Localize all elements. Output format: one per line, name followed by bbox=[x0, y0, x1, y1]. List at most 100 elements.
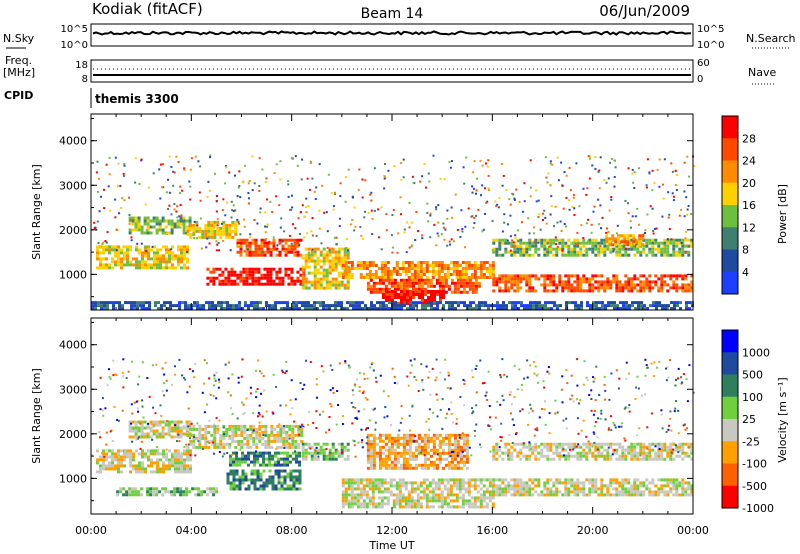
range-cell bbox=[522, 445, 526, 449]
range-cell bbox=[449, 166, 452, 169]
range-cell bbox=[371, 233, 374, 236]
range-cell bbox=[234, 209, 237, 212]
range-cell bbox=[414, 457, 418, 461]
range-cell bbox=[240, 427, 244, 431]
range-cell bbox=[246, 442, 250, 446]
range-cell bbox=[496, 307, 499, 311]
range-cell bbox=[134, 435, 138, 439]
range-cell bbox=[418, 290, 421, 293]
range-cell bbox=[398, 484, 402, 488]
range-cell bbox=[495, 205, 498, 208]
range-cell bbox=[413, 487, 417, 491]
range-cell bbox=[588, 490, 592, 494]
range-cell bbox=[325, 280, 329, 284]
range-cell bbox=[398, 273, 402, 276]
range-cell bbox=[291, 445, 295, 449]
range-cell bbox=[179, 192, 181, 195]
range-cell bbox=[669, 253, 673, 257]
range-cell bbox=[377, 496, 381, 500]
range-cell bbox=[416, 493, 420, 497]
range-cell bbox=[102, 245, 105, 249]
range-cell bbox=[408, 451, 412, 455]
range-cell bbox=[234, 439, 238, 443]
range-cell bbox=[627, 247, 631, 251]
range-cell bbox=[218, 279, 222, 283]
range-cell bbox=[253, 219, 256, 221]
range-cell bbox=[605, 240, 609, 244]
range-cell bbox=[378, 460, 382, 464]
range-cell bbox=[678, 238, 682, 242]
range-cell bbox=[274, 472, 278, 476]
range-cell bbox=[310, 259, 314, 263]
range-cell bbox=[556, 156, 559, 159]
range-cell bbox=[280, 463, 283, 467]
range-cell bbox=[408, 284, 412, 288]
range-cell bbox=[681, 286, 685, 290]
range-cell bbox=[405, 281, 409, 285]
range-cell bbox=[593, 205, 596, 208]
range-cell bbox=[621, 247, 625, 251]
range-cell bbox=[573, 442, 577, 446]
range-cell bbox=[603, 454, 607, 458]
range-cell bbox=[462, 278, 466, 282]
range-cell bbox=[528, 445, 532, 449]
range-cell bbox=[648, 171, 651, 174]
range-cell bbox=[642, 289, 646, 293]
range-cell bbox=[361, 237, 364, 240]
range-cell bbox=[417, 442, 421, 446]
range-cell bbox=[108, 455, 111, 459]
range-cell bbox=[543, 442, 547, 446]
range-cell bbox=[564, 493, 568, 497]
range-cell bbox=[479, 502, 483, 506]
range-cell bbox=[147, 186, 150, 189]
range-cell bbox=[284, 238, 288, 242]
range-cell bbox=[275, 282, 279, 286]
range-cell bbox=[310, 160, 312, 163]
range-cell bbox=[147, 251, 150, 255]
range-cell bbox=[328, 271, 332, 275]
range-cell bbox=[603, 250, 607, 254]
range-cell bbox=[291, 427, 295, 431]
range-cell bbox=[588, 448, 592, 452]
range-cell bbox=[144, 245, 147, 249]
range-cell bbox=[474, 284, 478, 288]
range-cell bbox=[422, 490, 426, 494]
range-cell bbox=[131, 490, 135, 494]
range-cell bbox=[126, 251, 129, 255]
range-cell bbox=[358, 168, 361, 171]
range-cell bbox=[374, 487, 378, 491]
range-cell bbox=[672, 250, 676, 254]
range-cell bbox=[598, 301, 601, 305]
range-cell bbox=[328, 454, 332, 458]
range-cell bbox=[621, 253, 625, 257]
range-cell bbox=[512, 193, 515, 196]
range-cell bbox=[443, 484, 447, 488]
range-cell bbox=[165, 257, 168, 261]
range-cell bbox=[170, 420, 174, 424]
range-cell bbox=[441, 451, 445, 455]
range-cell bbox=[501, 478, 505, 482]
range-cell bbox=[247, 192, 250, 194]
range-cell bbox=[239, 241, 243, 245]
range-cell bbox=[346, 277, 350, 281]
range-cell bbox=[456, 439, 460, 443]
range-cell bbox=[321, 184, 323, 187]
range-cell bbox=[437, 204, 440, 207]
range-cell bbox=[531, 478, 535, 482]
range-cell bbox=[356, 261, 360, 264]
range-cell bbox=[500, 163, 503, 165]
range-cell bbox=[555, 238, 559, 242]
range-cell bbox=[137, 493, 141, 497]
range-cell bbox=[266, 198, 268, 201]
range-cell bbox=[404, 267, 408, 270]
range-cell bbox=[561, 283, 565, 287]
range-cell bbox=[402, 466, 406, 470]
range-cell bbox=[459, 445, 463, 449]
range-cell bbox=[424, 290, 427, 293]
range-cell bbox=[263, 273, 267, 277]
range-cell bbox=[579, 289, 583, 293]
range-cell bbox=[340, 448, 344, 452]
range-cell bbox=[492, 478, 496, 482]
range-cell bbox=[144, 254, 147, 258]
range-cell bbox=[373, 167, 376, 170]
